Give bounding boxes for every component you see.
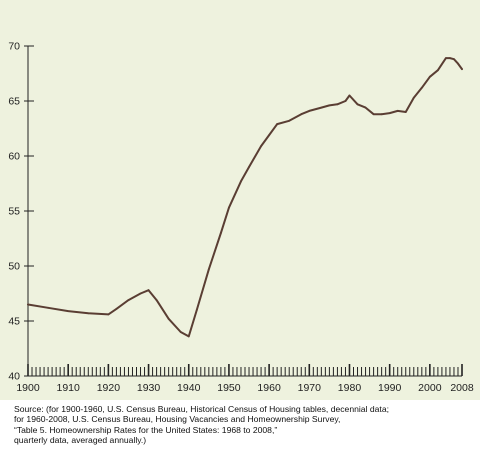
source-line-4: quarterly data, averaged annually.) bbox=[14, 435, 147, 446]
y-tick-label: 70 bbox=[8, 41, 20, 53]
data-point bbox=[348, 94, 351, 97]
y-tick-label: 65 bbox=[8, 96, 20, 108]
data-point bbox=[420, 86, 423, 89]
data-point bbox=[300, 113, 303, 116]
data-point bbox=[372, 113, 375, 116]
data-point bbox=[461, 68, 463, 70]
data-point bbox=[328, 104, 331, 107]
data-point bbox=[412, 96, 415, 99]
data-point bbox=[47, 306, 49, 309]
x-tick-label: 1930 bbox=[137, 382, 161, 394]
data-point bbox=[147, 289, 150, 292]
data-point bbox=[336, 103, 339, 106]
data-point bbox=[396, 110, 399, 112]
x-tick-label: 1950 bbox=[217, 382, 241, 394]
y-tick-label: 60 bbox=[8, 151, 20, 163]
data-point bbox=[449, 57, 451, 59]
x-tick-label: 1980 bbox=[338, 382, 362, 394]
x-tick-label: 2000 bbox=[418, 382, 442, 394]
source-note: Source: (for 1900-1960, U.S. Census Bure… bbox=[14, 404, 474, 446]
chart-panel: 70 65 60 55 50 45 40 1900 1910 1920 1930 1940 1950 1… bbox=[0, 0, 480, 400]
data-point bbox=[428, 75, 431, 78]
data-point bbox=[115, 308, 118, 310]
x-tick-label: 1940 bbox=[177, 382, 201, 394]
y-axis: 70 65 60 55 50 45 40 bbox=[8, 41, 34, 383]
data-point bbox=[380, 113, 383, 116]
data-point bbox=[288, 119, 291, 122]
x-axis: 1900 1910 1920 1930 1940 1950 1960 1970 1980 1990… bbox=[16, 364, 474, 394]
x-tick-label: 1970 bbox=[298, 382, 322, 394]
data-point bbox=[107, 313, 110, 316]
x-tick-label: 1900 bbox=[16, 382, 40, 394]
data-point bbox=[228, 206, 230, 209]
data-point bbox=[27, 303, 29, 306]
data-point bbox=[436, 69, 439, 72]
data-point bbox=[453, 58, 455, 61]
series-group bbox=[27, 57, 463, 338]
y-tick-label: 40 bbox=[8, 371, 20, 383]
data-point bbox=[344, 100, 347, 102]
data-point bbox=[248, 166, 250, 168]
x-tick-label: 1910 bbox=[57, 382, 81, 394]
x-tick-label: 2008 bbox=[450, 382, 474, 394]
data-point bbox=[364, 106, 367, 109]
x-tick-label: 1960 bbox=[257, 382, 281, 394]
data-point bbox=[219, 232, 222, 234]
data-point bbox=[308, 110, 311, 112]
data-point bbox=[457, 62, 459, 65]
data-point bbox=[187, 335, 190, 338]
y-tick-label: 50 bbox=[8, 261, 20, 273]
data-point bbox=[260, 145, 262, 148]
data-point bbox=[445, 57, 447, 59]
x-tick-label: 1990 bbox=[378, 382, 402, 394]
data-point bbox=[127, 299, 130, 301]
y-tick-label: 45 bbox=[8, 316, 20, 328]
data-point bbox=[155, 299, 158, 301]
data-point bbox=[388, 112, 391, 114]
data-point bbox=[356, 103, 359, 106]
data-point bbox=[179, 331, 182, 333]
y-tick-label: 55 bbox=[8, 206, 20, 218]
data-point bbox=[67, 310, 70, 312]
data-point bbox=[139, 292, 142, 295]
data-point bbox=[87, 312, 90, 315]
source-line-2: for 1960-2008, U.S. Census Bureau, Housi… bbox=[14, 414, 341, 425]
data-point bbox=[207, 268, 210, 271]
data-point bbox=[167, 317, 170, 320]
data-point bbox=[276, 123, 279, 125]
source-line-1: Source: (for 1900-1960, U.S. Census Bure… bbox=[14, 404, 389, 414]
data-point bbox=[404, 111, 407, 113]
data-point bbox=[195, 309, 198, 311]
x-tick-label: 1920 bbox=[97, 382, 121, 394]
data-point bbox=[320, 106, 323, 109]
data-point bbox=[240, 180, 242, 183]
series-line bbox=[27, 57, 463, 338]
data-point bbox=[268, 134, 271, 137]
source-line-3: “Table 5. Homeownership Rates for the Un… bbox=[14, 424, 278, 435]
